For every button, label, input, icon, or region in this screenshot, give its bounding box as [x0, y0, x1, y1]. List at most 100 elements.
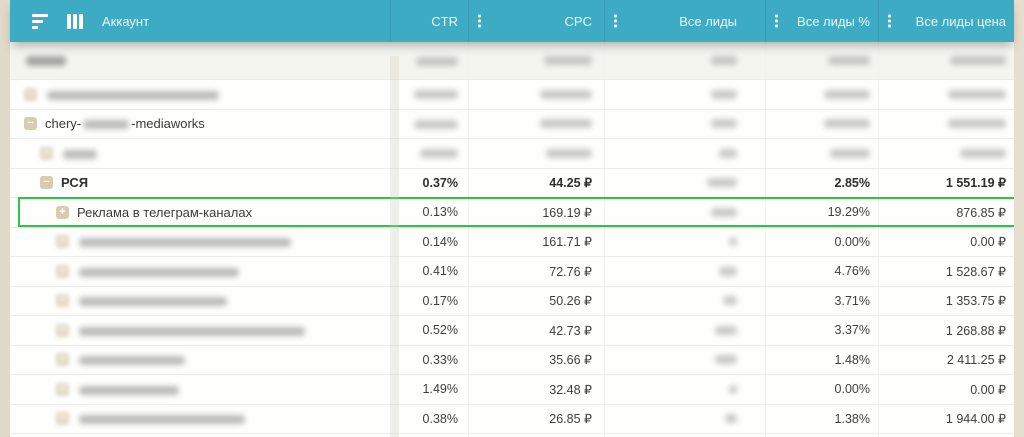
table-row[interactable]: + 0.38% 26.85 ₽ 1.38% 1 944.00 ₽ [10, 404, 1014, 434]
blurred-text [711, 56, 737, 65]
blurred-text [729, 384, 737, 394]
leads-pct-cell: 2.85% [765, 168, 878, 197]
blurred-text [79, 238, 291, 248]
table-row[interactable]: + [10, 139, 1014, 169]
table-row[interactable]: + 0.52% 42.73 ₽ 3.37% 1 268.88 ₽ [10, 316, 1014, 346]
collapse-icon[interactable]: − [24, 87, 37, 101]
leads-cost-cell [878, 139, 1014, 168]
account-cell: + [10, 293, 390, 308]
table-row[interactable]: + 0.33% 35.66 ₽ 1.48% 2 411.25 ₽ [10, 345, 1014, 375]
blurred-text [725, 414, 737, 424]
ctr-cell [390, 54, 468, 68]
table-row[interactable]: + 0.41% 72.76 ₽ 4.76% 1 528.67 ₽ [10, 257, 1014, 287]
column-header-ctr[interactable]: CTR [390, 0, 468, 42]
blurred-text [414, 90, 458, 100]
table-row[interactable] [10, 434, 1014, 437]
expand-icon[interactable]: + [56, 264, 69, 278]
ctr-cell: 0.37% [422, 175, 458, 190]
leads-cell [604, 375, 765, 404]
ctr-cell: 0.33% [422, 352, 458, 367]
expand-icon[interactable]: + [56, 382, 69, 396]
column-header-leads-pct[interactable]: Все лиды % [765, 0, 878, 42]
blurred-text [711, 89, 737, 99]
leads-cell [604, 257, 765, 286]
ctr-cell: 0.14% [422, 234, 458, 249]
expand-icon[interactable]: + [56, 412, 69, 426]
leads-cell [604, 168, 765, 197]
leads-cost-cell: 1 944.00 ₽ [878, 404, 1014, 433]
table-body: − − chery- -mediaworks [10, 42, 1020, 437]
account-column-label-text: Аккаунт [102, 13, 150, 29]
table-row[interactable]: + 0.17% 50.26 ₽ 3.71% 1 353.75 ₽ [10, 286, 1014, 316]
blurred-text [948, 119, 1006, 129]
filter-icon[interactable] [32, 11, 48, 32]
table-row[interactable]: − РСЯ 0.37% 44.25 ₽ 2.85% 1 551.19 ₽ [10, 168, 1014, 198]
collapse-icon[interactable]: − [40, 176, 53, 190]
leads-cell [604, 109, 765, 138]
blurred-text [824, 89, 870, 99]
table-row[interactable]: + 1.49% 32.48 ₽ 0.00% 0.00 ₽ [10, 375, 1014, 405]
column-header-cpc[interactable]: CPC [468, 0, 604, 42]
leads-column-label: Все лиды [679, 13, 737, 29]
kebab-menu-icon[interactable] [888, 14, 891, 28]
kebab-menu-icon[interactable] [775, 14, 778, 28]
table-row[interactable]: + Реклама в телеграм-каналах 0.13% 169.1… [10, 197, 1020, 228]
ctr-cell [390, 117, 468, 131]
cpc-cell: 42.73 ₽ [468, 316, 604, 345]
cpc-column-label: CPC [564, 13, 592, 29]
columns-icon[interactable] [67, 13, 83, 29]
leads-pct-cell: 3.71% [765, 286, 878, 315]
account-cell: + [10, 146, 390, 161]
cpc-cell: 44.25 ₽ [468, 168, 604, 197]
leads-cell [604, 286, 765, 315]
leads-cost-cell [878, 42, 1014, 79]
leads-pct-cell [765, 434, 878, 437]
leads-cost-cell: 2 411.25 ₽ [878, 345, 1014, 374]
leads-pct-cell: 0.00% [765, 227, 878, 256]
expand-icon[interactable]: + [56, 294, 69, 308]
column-header-leads[interactable]: Все лиды [604, 0, 765, 42]
cpc-cell: 35.66 ₽ [468, 345, 604, 374]
expand-icon[interactable]: + [40, 146, 53, 160]
leads-pct-cell: 3.37% [765, 316, 878, 345]
table-row[interactable]: − chery- -mediaworks [10, 109, 1014, 139]
blurred-text [79, 415, 245, 425]
expand-icon[interactable]: + [56, 323, 69, 337]
table-row[interactable]: − [10, 80, 1014, 110]
leads-pct-column-label: Все лиды % [797, 13, 870, 29]
leads-pct-cell [765, 42, 878, 79]
cpc-cell [468, 42, 604, 79]
blurred-text [948, 89, 1006, 99]
row-label [77, 411, 247, 426]
ctr-cell: 0.52% [422, 323, 458, 338]
collapse-icon[interactable]: − [24, 117, 37, 131]
leads-pct-cell: 4.76% [765, 257, 878, 286]
leads-pct-cell: 19.29% [765, 198, 878, 227]
ctr-column-label: CTR [431, 13, 458, 29]
blurred-text [719, 266, 737, 276]
column-header-leads-cost[interactable]: Все лиды цена [878, 0, 1014, 42]
column-header-account[interactable]: Аккаунт [10, 0, 390, 42]
blurred-text [715, 355, 737, 365]
leads-cost-cell: 1 268.88 ₽ [878, 316, 1014, 345]
leads-cell [604, 139, 765, 168]
blurred-text [960, 148, 1006, 158]
cpc-cell [468, 139, 604, 168]
row-label [77, 234, 293, 249]
expand-icon[interactable]: + [56, 205, 69, 219]
account-cell: + [10, 264, 390, 279]
expand-icon[interactable]: + [56, 235, 69, 249]
kebab-menu-icon[interactable] [614, 14, 617, 28]
blurred-text [79, 267, 239, 277]
table-row[interactable] [10, 42, 1014, 80]
kebab-menu-icon[interactable] [478, 14, 481, 28]
expand-icon[interactable]: + [56, 353, 69, 367]
table-row[interactable]: + 0.14% 161.71 ₽ 0.00% 0.00 ₽ [10, 227, 1014, 257]
account-cell: + [10, 352, 390, 367]
blurred-text [729, 237, 737, 247]
row-label [77, 293, 229, 308]
leads-pct-cell: 0.00% [765, 375, 878, 404]
report-table: Аккаунт CTR CPC Все лиды Все лиды % Все … [10, 0, 1020, 437]
leads-pct-cell [765, 109, 878, 138]
